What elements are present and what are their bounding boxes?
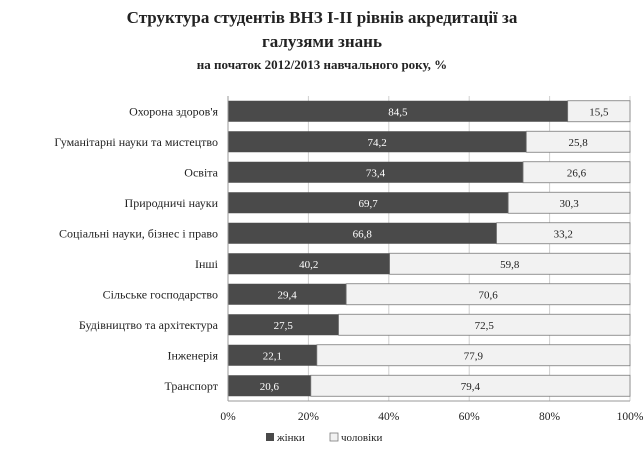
data-label-women: 84,5 (388, 106, 408, 118)
category-label: Сільське господарство (103, 287, 218, 301)
category-label: Транспорт (165, 379, 219, 393)
category-label: Інженерія (168, 348, 219, 362)
data-label-men: 15,5 (589, 106, 609, 118)
bar-men (525, 130, 631, 153)
data-label-women: 20,6 (260, 381, 280, 393)
data-label-women: 29,4 (277, 289, 297, 301)
data-label-men: 26,6 (567, 167, 587, 179)
x-tick-label: 0% (220, 411, 236, 423)
x-tick-label: 100% (617, 411, 644, 423)
bar-women (228, 131, 527, 153)
category-label: Гуманітарні науки та мистецтво (54, 135, 218, 149)
data-label-women: 66,8 (353, 228, 373, 240)
bar-women (228, 161, 524, 183)
data-label-women: 74,2 (368, 137, 387, 149)
data-label-men: 59,8 (500, 259, 520, 271)
bar-women (228, 253, 390, 275)
chart-title-line2: галузями знань (262, 32, 382, 51)
bar-men (389, 252, 631, 275)
data-label-women: 22,1 (263, 350, 282, 362)
bar-women (228, 100, 568, 122)
bar-men (567, 100, 631, 123)
data-label-men: 77,9 (464, 350, 484, 362)
data-label-men: 33,2 (554, 228, 573, 240)
data-label-women: 69,7 (358, 198, 378, 210)
data-label-men: 30,3 (559, 198, 579, 210)
category-label: Інші (195, 257, 219, 271)
data-label-men: 79,4 (461, 381, 481, 393)
category-label: Охорона здоров'я (129, 104, 218, 118)
bar-men (522, 161, 631, 184)
chart-subtitle: на початок 2012/2013 навчального року, % (196, 57, 448, 72)
bar-men (338, 313, 631, 336)
legend-swatch-women (266, 433, 274, 441)
x-tick-label: 40% (378, 411, 400, 423)
bar-men (345, 283, 631, 306)
x-tick-label: 80% (539, 411, 561, 423)
bar-men (316, 344, 631, 367)
bar-women (228, 222, 497, 244)
bar-men (496, 222, 631, 245)
bar-men (507, 191, 631, 214)
data-label-men: 72,5 (475, 320, 495, 332)
bar-men (310, 374, 631, 397)
category-label: Освіта (184, 165, 218, 179)
chart-title-line1: Структура студентів ВНЗ І-ІІ рівнів акре… (126, 8, 518, 27)
bar-women (228, 192, 509, 214)
legend-label-men: чоловіки (341, 432, 382, 444)
bar-women (228, 283, 347, 305)
category-label: Будівництво та архітектура (79, 318, 219, 332)
data-label-men: 70,6 (478, 289, 498, 301)
legend-swatch-men (329, 432, 339, 442)
category-label: Природничі науки (125, 196, 219, 210)
x-tick-label: 60% (459, 411, 481, 423)
data-label-women: 40,2 (299, 259, 318, 271)
data-label-men: 25,8 (569, 137, 589, 149)
bar-women (228, 375, 311, 397)
legend-label-women: жінки (276, 432, 305, 444)
data-label-women: 27,5 (274, 320, 294, 332)
category-label: Соціальні науки, бізнес і право (59, 226, 218, 240)
bar-women (228, 344, 317, 366)
bar-women (228, 314, 339, 336)
x-tick-label: 20% (298, 411, 320, 423)
data-label-women: 73,4 (366, 167, 386, 179)
